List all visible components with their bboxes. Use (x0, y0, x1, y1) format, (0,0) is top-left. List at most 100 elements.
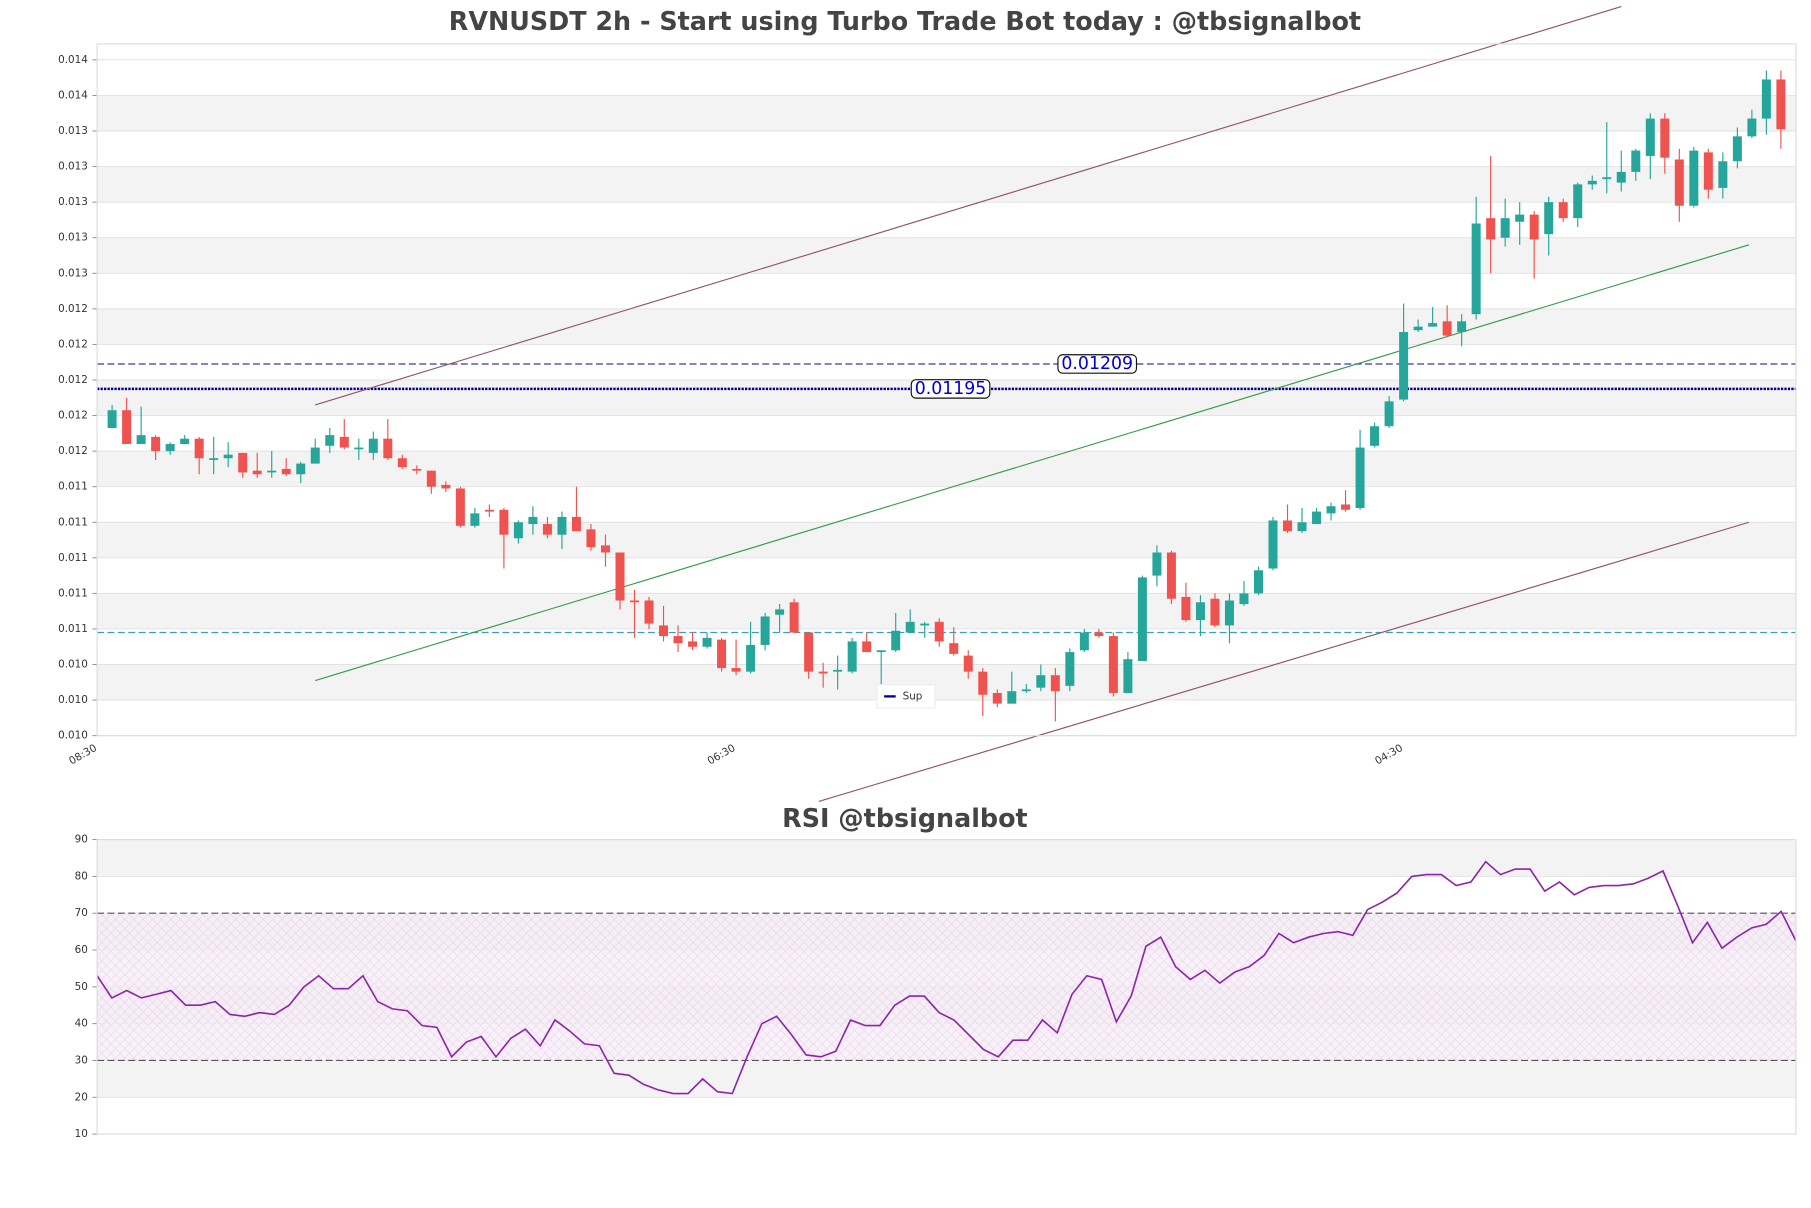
candle-body (1094, 632, 1104, 637)
candle-body (818, 671, 828, 674)
y-tick-label: 0.010 (58, 694, 88, 706)
candle-body (1399, 331, 1409, 400)
candle-body (1326, 506, 1336, 514)
candle-body (978, 671, 988, 695)
candle-body (1558, 202, 1568, 219)
candle-body (1181, 596, 1191, 621)
candle-body (1079, 632, 1089, 651)
candle-body (615, 552, 625, 601)
candle-body (165, 444, 175, 452)
y-tick-label: 90 (75, 834, 88, 846)
candle-body (339, 436, 349, 448)
candle-body (600, 545, 610, 553)
y-tick-label: 0.013 (58, 267, 88, 279)
candle-body (586, 529, 596, 548)
candle-body (1036, 675, 1046, 688)
candle-body (891, 630, 901, 651)
y-tick-label: 0.011 (58, 587, 88, 599)
stripe (97, 451, 1796, 487)
stripe (97, 593, 1796, 629)
y-tick-label: 0.012 (58, 338, 88, 350)
candle-body (1486, 218, 1496, 240)
candle-body (354, 447, 364, 450)
candle-body (731, 668, 741, 672)
candle-body (1457, 321, 1467, 332)
candle-body (1674, 159, 1684, 206)
stripe (97, 839, 1796, 877)
candle-body (659, 625, 669, 637)
candle-body (1761, 79, 1771, 119)
candle-body (1210, 598, 1220, 626)
candle-body (1123, 659, 1133, 693)
candle-body (223, 454, 233, 459)
candle-body (1776, 79, 1786, 130)
candle-body (1239, 593, 1249, 605)
candle-body (1645, 118, 1655, 156)
candle-body (151, 436, 161, 452)
candle-body (876, 650, 886, 653)
candle-body (644, 600, 654, 624)
candle-body (1312, 511, 1322, 525)
stripe (97, 166, 1796, 203)
candle-body (1413, 326, 1423, 331)
rsi-line (96, 860, 1797, 1095)
y-tick-label: 0.011 (58, 623, 88, 635)
candle-body (368, 438, 378, 453)
candle-body (1689, 150, 1699, 206)
candle-body (528, 516, 538, 525)
candle-body (1021, 689, 1031, 692)
candle-body (1500, 218, 1510, 238)
candle-body (905, 621, 915, 633)
candle-body (470, 513, 480, 526)
candle-body (1355, 447, 1365, 509)
candle-body (1253, 570, 1263, 594)
candle-body (702, 637, 712, 647)
candle-body (1631, 150, 1641, 172)
candle-body (992, 692, 1002, 704)
y-tick-label: 0.010 (58, 659, 88, 671)
plot-border (96, 43, 1797, 737)
candle-body (1529, 214, 1539, 240)
trend-line (315, 244, 1750, 682)
y-tick-label: 20 (75, 1091, 88, 1103)
candle-body (1224, 600, 1234, 626)
candle-body (1370, 426, 1380, 446)
stripe (97, 664, 1796, 701)
candle-body (513, 522, 523, 539)
candle-body (426, 470, 436, 487)
plot-border (96, 839, 1797, 1135)
trend-line (818, 521, 1750, 803)
candle-body (1050, 675, 1060, 692)
candle-body (209, 458, 219, 460)
candle-body (296, 463, 306, 475)
candle-body (1718, 161, 1728, 188)
candle-body (1007, 691, 1017, 704)
candle-body (325, 435, 335, 446)
candle-body (122, 410, 132, 445)
candle-body (789, 602, 799, 633)
candle-body (484, 509, 494, 512)
candle-body (1544, 202, 1554, 235)
y-tick-label: 0.011 (58, 516, 88, 528)
candle-body (920, 623, 930, 626)
candle-body (1283, 520, 1293, 532)
candle-body (862, 641, 872, 653)
candle-body (1515, 214, 1525, 222)
y-tick-label: 0.011 (58, 552, 88, 564)
stripe (97, 522, 1796, 558)
candle-body (673, 636, 683, 644)
y-tick-label: 0.013 (58, 196, 88, 208)
candle-body (1137, 577, 1147, 661)
candle-body (746, 644, 756, 672)
candle-body (1573, 184, 1583, 219)
candle-body (1587, 180, 1597, 185)
candle-body (557, 516, 567, 535)
candle-body (949, 643, 959, 654)
candle-body (252, 470, 262, 475)
candle-body (1065, 652, 1075, 686)
candle-body (1732, 136, 1742, 162)
candle-body (1616, 171, 1626, 183)
y-tick-label: 0.012 (58, 410, 88, 422)
y-tick-label: 0.010 (58, 730, 88, 742)
